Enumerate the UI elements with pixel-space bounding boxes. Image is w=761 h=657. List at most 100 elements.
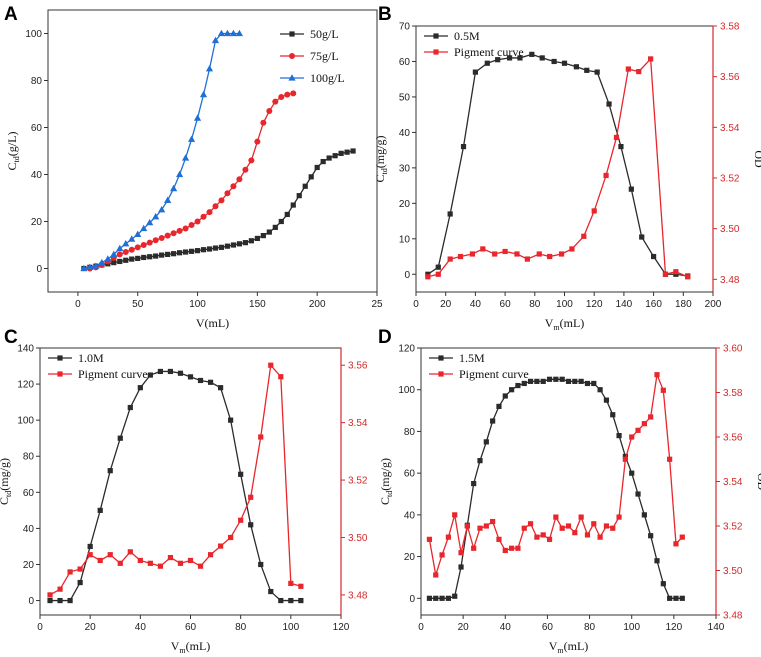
data-point [193,114,202,121]
data-point [229,29,238,37]
data-point [164,196,172,203]
data-point [452,512,458,518]
data-point [521,380,527,387]
data-point [495,57,501,63]
data-point [146,218,154,226]
data-point [47,597,53,604]
data-point [565,378,572,384]
series-0-5m [425,51,691,279]
data-point [536,251,542,257]
series-line [83,32,240,270]
data-point [496,536,502,542]
data-point [164,232,171,239]
data-point [584,380,591,387]
data-point [122,249,129,256]
data-point [502,547,508,554]
legend-label: Pigment curve [454,45,524,59]
y-tick-label: 60 [23,488,35,499]
data-point [679,595,685,601]
data-point [472,69,478,75]
y2-tick-label: 3.48 [723,611,743,622]
chart-panel-c: C 0 20 40 60 80 100 120 0 20 40 60 80 100 120 140 3.48 3.… [0,327,368,655]
y2-tick-label: 3.56 [720,72,740,83]
data-point [561,60,568,66]
data-point [502,248,508,255]
data-point [648,533,654,539]
data-point [207,552,214,558]
data-point [107,468,113,474]
data-point [529,51,535,57]
x-tick-label: 120 [666,622,683,633]
data-point [228,534,234,541]
data-point [206,246,213,252]
data-point [218,244,225,250]
data-point [128,246,135,253]
data-point [87,552,93,558]
data-point [117,560,123,566]
data-point [111,260,117,266]
data-point [435,271,441,277]
data-point [569,246,575,252]
data-point [176,227,183,234]
y-tick-label: 40 [23,524,35,535]
data-point [97,557,103,564]
y2-tick-label: 3.56 [348,361,368,372]
data-point [230,242,237,248]
legend-label: 1.5M [459,351,485,365]
data-point [260,233,266,239]
data-point [629,434,635,440]
legend-label: 1.0M [78,351,104,365]
data-point [483,439,489,445]
data-point [205,64,214,72]
data-point [338,150,344,156]
data-point [224,190,231,197]
y2-tick-label: 3.58 [720,22,740,33]
data-point [559,525,565,531]
data-point [248,157,255,164]
data-point [565,523,572,529]
data-point [613,134,620,141]
series-75g-l [86,90,297,272]
y2-tick-label: 3.56 [723,433,743,444]
data-point [266,229,272,235]
y-tick-label: 0 [28,596,34,607]
series-pigment-curve [426,372,685,578]
data-point [302,183,308,189]
y-tick-label: 0 [404,270,410,281]
data-point [578,514,584,520]
legend-marker [289,31,295,37]
panel-letter: C [4,327,18,348]
data-point [171,251,177,257]
data-point [254,138,261,145]
data-point [260,119,267,126]
series-1-5m [426,376,685,601]
data-point [177,370,184,376]
y-tick-label: 20 [31,217,43,228]
data-point [591,380,597,387]
data-point [140,242,147,248]
y-tick-label: 20 [399,199,411,210]
y-axis-title: Ctd(g/L) [5,132,21,171]
data-point [298,597,304,604]
legend: 1.0M Pigment curve [48,351,148,381]
data-point [167,554,174,561]
data-point [236,176,243,183]
data-point [197,563,204,569]
x-tick-label: 80 [235,622,247,633]
data-point [258,434,264,440]
data-point [77,566,83,572]
plot-frame [47,9,378,293]
data-point [610,412,616,418]
legend-marker [289,53,295,59]
data-point [662,271,669,277]
data-point [435,264,441,270]
data-point [447,256,453,262]
data-point [272,224,278,230]
data-point [433,572,439,578]
data-point [87,543,93,550]
data-point [218,385,224,391]
data-point [284,91,291,98]
data-point [117,435,123,441]
data-point [147,372,153,378]
data-point [165,251,171,257]
